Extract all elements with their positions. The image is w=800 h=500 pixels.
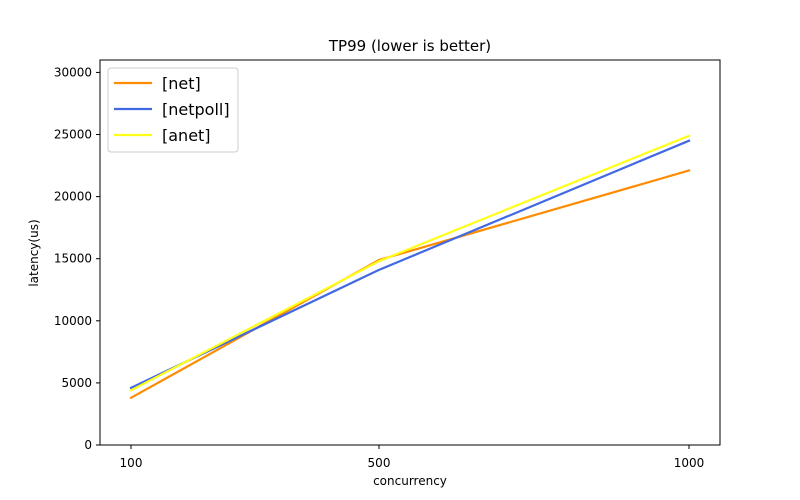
- y-tick-label: 20000: [54, 190, 92, 204]
- y-tick-label: 0: [84, 438, 92, 452]
- x-tick-label: 100: [120, 456, 143, 470]
- x-tick-label: 1000: [674, 456, 705, 470]
- y-tick-label: 10000: [54, 314, 92, 328]
- plot-frame: [99, 59, 721, 446]
- series-line-2: [129, 139, 691, 390]
- y-tick-label: 15000: [54, 252, 92, 266]
- x-axis: 100 500 1000: [120, 445, 705, 470]
- y-axis: 0 5000 10000 15000 20000 25000 30000: [54, 65, 100, 452]
- x-axis-label: concurrency: [373, 474, 447, 488]
- legend-label-3: [anet]: [162, 126, 211, 145]
- legend: [net] [netpoll] [anet]: [107, 67, 239, 153]
- y-tick-label: 25000: [54, 128, 92, 142]
- series-line-3: [129, 134, 691, 392]
- legend-label-2: [netpoll]: [162, 100, 230, 119]
- y-tick-label: 5000: [61, 376, 92, 390]
- y-tick-label: 30000: [54, 65, 92, 79]
- series-line-1: [129, 169, 691, 400]
- chart-title: TP99 (lower is better): [328, 37, 491, 55]
- legend-label-1: [net]: [162, 74, 201, 93]
- legend-box: [107, 67, 239, 153]
- plot-area: [129, 134, 691, 400]
- x-tick-label: 500: [368, 456, 391, 470]
- y-axis-label: latency(us): [27, 219, 41, 286]
